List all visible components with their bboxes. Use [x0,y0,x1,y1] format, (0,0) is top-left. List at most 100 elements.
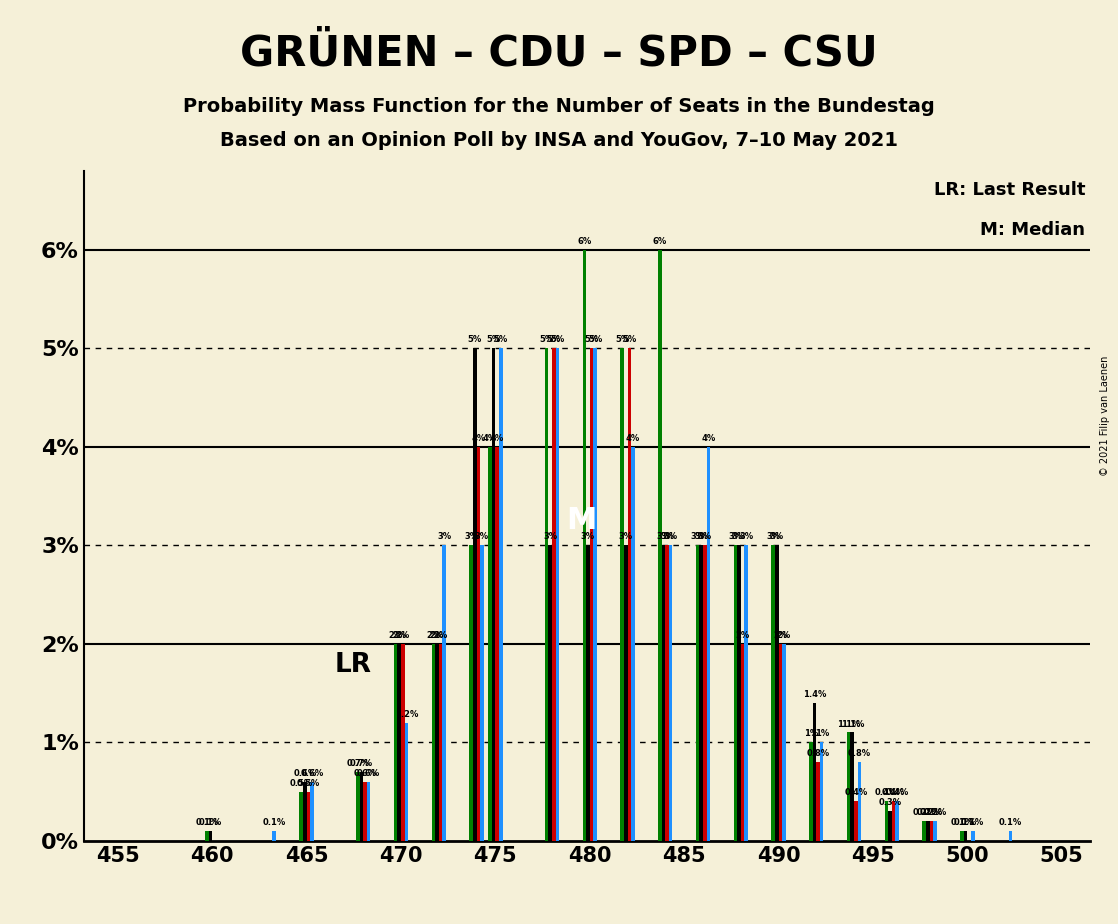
Bar [970,831,975,841]
Text: 2%: 2% [774,631,787,639]
Bar [662,545,665,841]
Text: 4%: 4% [701,434,716,443]
Text: 3%: 3% [769,532,784,541]
Text: 0.6%: 0.6% [301,769,323,778]
Text: 2%: 2% [426,631,440,639]
Text: 3%: 3% [437,532,452,541]
Bar [209,831,212,841]
Bar [745,545,748,841]
Bar [590,348,594,841]
Bar [397,644,401,841]
Bar [480,545,484,841]
Bar [438,644,443,841]
Text: 0.2%: 0.2% [916,808,939,817]
Text: 0.1%: 0.1% [263,818,286,827]
Bar [888,811,892,841]
Text: 0.1%: 0.1% [998,818,1022,827]
Bar [847,733,851,841]
Bar [205,831,209,841]
Text: 0.4%: 0.4% [874,788,898,797]
Bar [771,545,775,841]
Bar [922,821,926,841]
Text: 5%: 5% [550,335,565,345]
Bar [620,348,624,841]
Text: 0.4%: 0.4% [882,788,906,797]
Bar [624,545,627,841]
Text: 5%: 5% [494,335,508,345]
Text: 0.2%: 0.2% [920,808,942,817]
Text: 4%: 4% [490,434,504,443]
Text: 3%: 3% [691,532,704,541]
Text: 5%: 5% [547,335,561,345]
Text: 3%: 3% [728,532,742,541]
Bar [892,801,896,841]
Bar [695,545,700,841]
Text: 3%: 3% [660,532,674,541]
Bar [489,447,492,841]
Text: 1.4%: 1.4% [803,690,826,699]
Bar [960,831,964,841]
Bar [964,831,967,841]
Text: 0.5%: 0.5% [290,779,313,787]
Bar [549,545,552,841]
Text: 3%: 3% [618,532,633,541]
Bar [627,348,632,841]
Bar [926,821,929,841]
Text: 0.1%: 0.1% [950,818,974,827]
Text: 3%: 3% [656,532,671,541]
Bar [360,772,363,841]
Text: 0.7%: 0.7% [347,759,369,768]
Bar [896,801,899,841]
Text: © 2021 Filip van Laenen: © 2021 Filip van Laenen [1100,356,1110,476]
Text: 2%: 2% [736,631,750,639]
Text: 3%: 3% [766,532,780,541]
Text: 0.8%: 0.8% [847,749,871,758]
Bar [552,348,556,841]
Text: 6%: 6% [577,237,591,246]
Bar [300,792,303,841]
Bar [432,644,435,841]
Bar [659,249,662,841]
Text: 0.1%: 0.1% [961,818,984,827]
Text: 2%: 2% [388,631,402,639]
Bar [586,545,590,841]
Bar [544,348,549,841]
Text: Probability Mass Function for the Number of Seats in the Bundestag: Probability Mass Function for the Number… [183,97,935,116]
Text: 3%: 3% [581,532,595,541]
Bar [858,762,861,841]
Bar [700,545,703,841]
Bar [733,545,737,841]
Bar [473,348,476,841]
Text: 0.8%: 0.8% [806,749,830,758]
Text: 5%: 5% [540,335,553,345]
Text: 0.2%: 0.2% [912,808,936,817]
Text: 0.6%: 0.6% [357,769,380,778]
Bar [273,831,276,841]
Bar [405,723,408,841]
Text: 5%: 5% [615,335,629,345]
Bar [356,772,360,841]
Text: 3%: 3% [543,532,557,541]
Text: 4%: 4% [626,434,639,443]
Bar [492,348,495,841]
Bar [703,545,707,841]
Text: 1.1%: 1.1% [841,720,864,728]
Text: 1.1%: 1.1% [837,720,861,728]
Text: M: Median: M: Median [980,221,1084,239]
Text: 5%: 5% [588,335,603,345]
Text: 0.5%: 0.5% [296,779,320,787]
Bar [363,782,367,841]
Text: 3%: 3% [698,532,712,541]
Text: 3%: 3% [464,532,479,541]
Text: 2%: 2% [392,631,406,639]
Text: 5%: 5% [585,335,599,345]
Text: 0.6%: 0.6% [353,769,377,778]
Text: 1%: 1% [815,729,828,738]
Bar [809,742,813,841]
Text: 1%: 1% [804,729,818,738]
Bar [1008,831,1012,841]
Bar [775,545,778,841]
Text: 0.1%: 0.1% [196,818,218,827]
Bar [783,644,786,841]
Text: 3%: 3% [475,532,489,541]
